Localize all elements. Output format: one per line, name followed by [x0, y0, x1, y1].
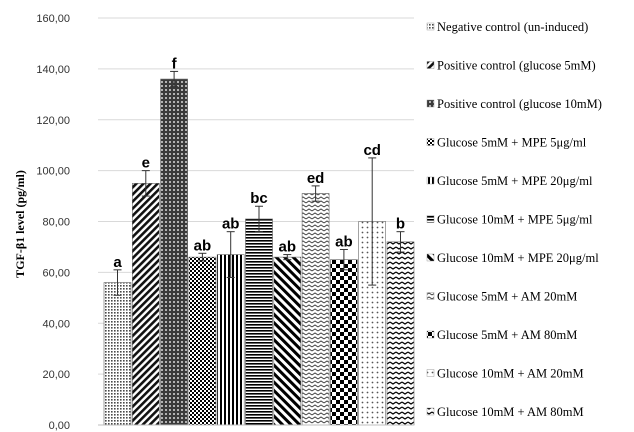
- legend-label-5: Glucose 5mM + MPE 20μg/ml: [437, 174, 593, 188]
- legend-label-1: Negative control (un-induced): [437, 20, 588, 34]
- legend-label-10: Glucose 10mM + AM 20mM: [437, 367, 584, 381]
- bar-9: [330, 259, 358, 426]
- legend-label-11: Glucose 10mM + AM 80mM: [437, 405, 584, 419]
- significance-label-2: e: [142, 155, 150, 172]
- legend-swatch-1: [426, 22, 435, 31]
- legend-swatch-6: [426, 215, 435, 223]
- legend-label-8: Glucose 5mM + AM 20mM: [437, 290, 577, 304]
- significance-label-11: b: [396, 216, 405, 233]
- bar-8: [301, 193, 330, 426]
- bar-6: [245, 218, 273, 426]
- bar-3: [160, 78, 188, 426]
- y-tick-label: 140,00: [36, 64, 70, 76]
- y-tick-label: 20,00: [42, 369, 70, 381]
- legend-swatch-10: [426, 369, 435, 377]
- bar-1: [103, 282, 132, 426]
- legend-label-4: Glucose 5mM + MPE 5μg/ml: [437, 136, 587, 150]
- legend-swatch-2: [426, 61, 435, 69]
- legend-swatch-7: [426, 253, 435, 262]
- y-axis-ticks: 0,00 20,00 40,00 60,00 80,00 100,00 120,00 140,…: [36, 13, 70, 432]
- legend-swatch-11: [426, 407, 435, 416]
- y-tick-label: 40,00: [42, 318, 70, 330]
- legend-label-2: Positive control (glucose 5mM): [437, 59, 596, 73]
- bar-5: [216, 254, 245, 426]
- legend-swatch-5: [426, 176, 435, 185]
- y-tick-label: 60,00: [42, 267, 70, 279]
- bar-2: [132, 183, 160, 426]
- bar-4: [188, 256, 217, 426]
- legend-label-6: Glucose 10mM + MPE 5μg/ml: [437, 213, 593, 227]
- legend-swatch-8: [426, 292, 435, 300]
- significance-label-7: ab: [279, 239, 297, 256]
- significance-label-3: f: [172, 55, 178, 72]
- legend-swatch-3: [426, 99, 435, 108]
- legend: Negative control (un-induced) Positive co…: [426, 20, 602, 419]
- y-tick-label: 100,00: [36, 166, 70, 178]
- legend-label-3: Positive control (glucose 10mM): [437, 97, 602, 111]
- legend-label-7: Glucose 10mM + MPE 20μg/ml: [437, 251, 599, 265]
- significance-label-6: bc: [250, 190, 268, 207]
- bars: [103, 78, 415, 426]
- bar-11: [386, 241, 415, 426]
- legend-swatch-9: [426, 330, 435, 339]
- significance-label-10: cd: [363, 142, 381, 159]
- significance-label-4: ab: [194, 237, 212, 254]
- legend-label-9: Glucose 5mM + AM 80mM: [437, 328, 577, 342]
- significance-label-9: ab: [335, 233, 353, 250]
- y-axis-title: TGF-β1 level (pg/ml): [13, 170, 27, 278]
- significance-label-1: a: [113, 254, 122, 271]
- significance-label-8: ed: [307, 170, 325, 187]
- y-tick-label: 80,00: [42, 217, 70, 229]
- y-tick-label: 0,00: [49, 420, 70, 432]
- y-tick-label: 120,00: [36, 115, 70, 127]
- significance-label-5: ab: [222, 216, 240, 233]
- legend-swatch-4: [426, 138, 435, 146]
- bar-7: [273, 256, 302, 426]
- error-bars: [113, 70, 405, 296]
- y-tick-label: 160,00: [36, 13, 70, 25]
